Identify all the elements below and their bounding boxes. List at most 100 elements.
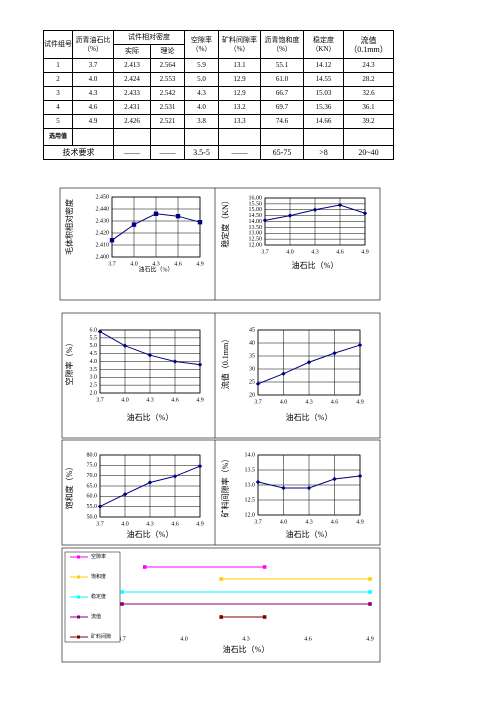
data-point xyxy=(255,479,261,485)
y-tick-label: 55.0 xyxy=(87,504,98,510)
x-tick-label: 4.6 xyxy=(171,397,179,403)
data-point xyxy=(97,329,103,334)
x-tick-label: 4.3 xyxy=(146,397,154,403)
y-tick-label: 2.0 xyxy=(90,390,98,396)
y-tick-label: 12.5 xyxy=(245,497,256,503)
table-cell: >8 xyxy=(303,145,344,160)
y-tick-label: 12.50 xyxy=(249,237,263,243)
data-point xyxy=(147,353,153,358)
legend-label: 饱和度 xyxy=(91,573,106,580)
data-point xyxy=(357,342,363,348)
legend-label: 空隙率 xyxy=(91,553,106,560)
plot-area xyxy=(111,196,201,258)
header-cell: 沥青饱和度（%） xyxy=(260,30,304,59)
data-point xyxy=(172,474,178,479)
range-end xyxy=(219,615,223,619)
x-tick-label: 4.9 xyxy=(366,636,374,642)
range-end xyxy=(262,565,267,569)
y-tick-label: 13.50 xyxy=(249,225,263,231)
x-tick-label: 4.9 xyxy=(361,249,369,255)
range-end xyxy=(142,565,147,569)
x-axis-label: 油石比（%） xyxy=(127,412,174,422)
range-end xyxy=(368,602,372,606)
y-tick-label: 16.00 xyxy=(249,195,263,201)
x-tick-label: 4.6 xyxy=(336,249,344,255)
y-tick-label: 14.0 xyxy=(245,452,256,458)
x-tick-label: 4.6 xyxy=(331,519,339,525)
data-point xyxy=(131,222,137,227)
legend-marker xyxy=(77,635,80,639)
x-tick-label: 4.9 xyxy=(196,397,204,403)
x-axis-label: 油石比（%） xyxy=(286,412,333,422)
x-tick-label: 3.7 xyxy=(261,249,269,255)
data-point xyxy=(197,220,203,225)
y-tick-label: 5.5 xyxy=(90,335,98,341)
y-tick-label: 30 xyxy=(249,366,255,372)
y-tick-label: 65.0 xyxy=(87,483,98,489)
requirement-row: 技术要求 —— —— 3.5-5 —— 65-75 >8 20~40 xyxy=(43,145,394,160)
range-end xyxy=(368,577,372,581)
y-tick-label: 4.5 xyxy=(90,351,98,357)
y-tick-label: 14.00 xyxy=(249,219,263,225)
data-row: 2 4.0 2.424 2.553 5.0 12.9 61.0 14.55 28.2 xyxy=(43,72,394,87)
legend-label: 稳定度 xyxy=(91,593,106,600)
y-tick-label: 60.0 xyxy=(87,494,98,500)
y-tick-label: 2.420 xyxy=(96,230,110,236)
y-tick-label: 2.400 xyxy=(96,254,110,260)
y-tick-label: 15.50 xyxy=(249,201,263,207)
data-point xyxy=(362,211,368,216)
y-tick-label: 14.50 xyxy=(249,213,263,219)
data-point xyxy=(255,381,261,387)
y-tick-label: 3.5 xyxy=(90,367,98,373)
x-tick-label: 4.3 xyxy=(152,261,160,267)
data-row: 3 4.3 2.433 2.542 4.3 12.9 66.7 15.03 32.6 xyxy=(43,86,394,101)
y-tick-label: 75.0 xyxy=(87,463,98,469)
x-tick-label: 4.0 xyxy=(286,249,294,255)
x-axis-label: 油石比（%） xyxy=(223,644,270,654)
x-tick-label: 4.0 xyxy=(180,636,188,642)
legend-label: 流值 xyxy=(91,613,101,620)
header-cell: 试件组号 xyxy=(43,30,73,59)
data-point xyxy=(153,211,159,216)
y-tick-label: 12.00 xyxy=(249,242,263,248)
x-tick-label: 4.0 xyxy=(121,521,129,527)
x-tick-label: 4.3 xyxy=(305,519,313,525)
x-tick-label: 4.0 xyxy=(280,399,288,405)
x-tick-label: 4.3 xyxy=(305,399,313,405)
plot-area xyxy=(99,329,201,394)
data-point xyxy=(312,207,318,212)
x-tick-label: 3.7 xyxy=(96,521,104,527)
range-end xyxy=(219,577,223,581)
legend-marker xyxy=(77,575,80,579)
plot-area xyxy=(257,454,361,516)
y-tick-label: 40 xyxy=(249,340,255,346)
plot-area xyxy=(257,329,361,396)
y-tick-label: 12.0 xyxy=(245,512,256,518)
data-point xyxy=(332,476,337,482)
y-axis-label: 流值（0.1mm） xyxy=(220,335,230,389)
header-cell: 矿料间隙率（%） xyxy=(218,30,261,59)
y-tick-label: 3.0 xyxy=(90,375,98,381)
range-end xyxy=(262,615,267,619)
table-body: 试件组号 沥青油石比（%） 试件相对密度 空隙率（%） 矿料间隙率（%） 沥青饱… xyxy=(43,30,394,160)
y-tick-label: 13.0 xyxy=(245,482,256,488)
y-tick-label: 50.0 xyxy=(87,514,98,520)
data-point xyxy=(287,213,293,218)
y-axis-label: 饱和度（%） xyxy=(64,463,74,510)
table-cell: 20~40 xyxy=(343,145,394,160)
x-tick-label: 4.3 xyxy=(242,636,250,642)
range-end xyxy=(368,590,372,594)
range-end xyxy=(120,602,124,606)
x-tick-label: 4.6 xyxy=(304,636,312,642)
data-point xyxy=(357,473,363,479)
x-tick-label: 4.6 xyxy=(331,399,339,405)
data-point xyxy=(262,218,268,223)
data-point xyxy=(122,343,128,348)
x-tick-label: 4.6 xyxy=(171,521,179,527)
x-tick-label: 4.9 xyxy=(356,399,364,405)
data-point xyxy=(337,202,343,208)
data-point xyxy=(147,480,153,485)
y-tick-label: 4.0 xyxy=(90,359,98,365)
